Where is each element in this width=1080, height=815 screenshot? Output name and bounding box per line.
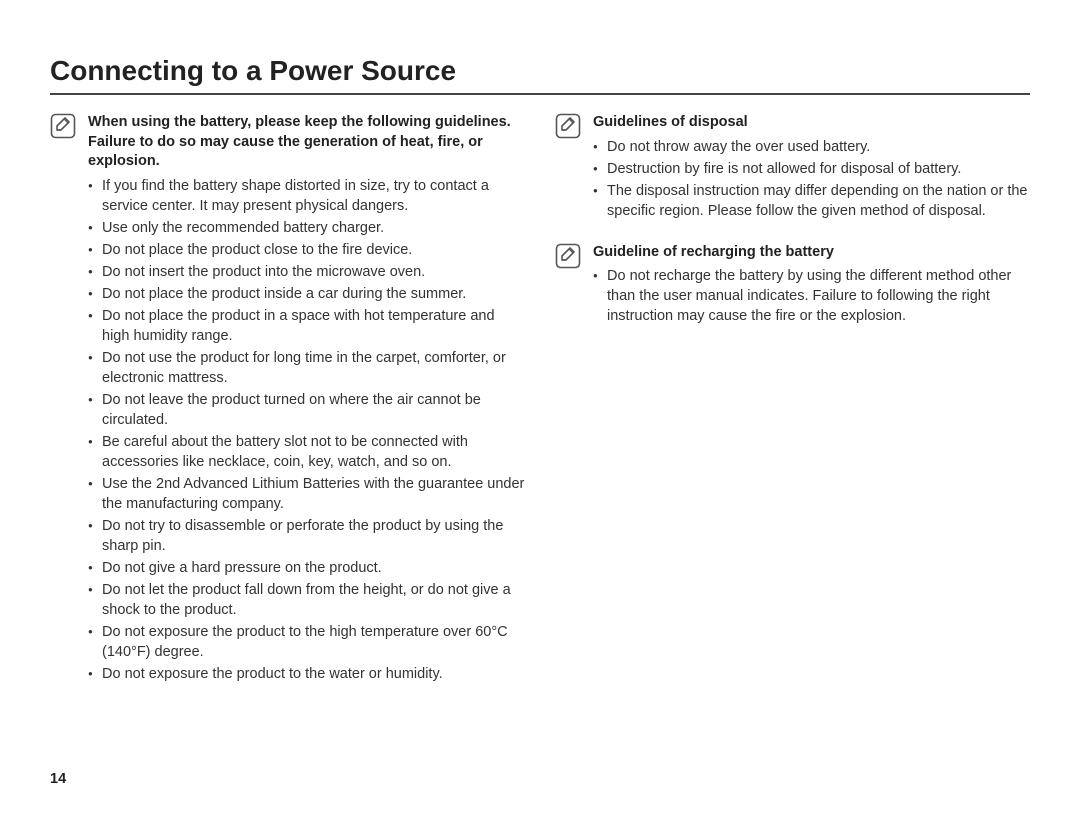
bullet-list: Do not throw away the over used battery.… xyxy=(593,137,1030,221)
list-item: Do not exposure the product to the high … xyxy=(88,622,525,662)
page-title: Connecting to a Power Source xyxy=(50,55,1030,95)
section-header: Guidelines of disposal xyxy=(593,113,1030,133)
list-item: Do not place the product in a space with… xyxy=(88,306,525,346)
section-header: Guideline of recharging the battery xyxy=(593,243,1030,263)
list-item: Do not place the product inside a car du… xyxy=(88,284,525,304)
list-item: Do not exposure the product to the water… xyxy=(88,664,525,684)
list-item: Do not try to disassemble or perforate t… xyxy=(88,516,525,556)
list-item: Do not leave the product turned on where… xyxy=(88,390,525,430)
page-number: 14 xyxy=(50,771,66,787)
list-item: If you find the battery shape distorted … xyxy=(88,176,525,216)
manual-page: Connecting to a Power Source When using … xyxy=(0,0,1080,815)
bullet-list: Do not recharge the battery by using the… xyxy=(593,266,1030,326)
list-item: Use the 2nd Advanced Lithium Batteries w… xyxy=(88,474,525,514)
list-item: Do not use the product for long time in … xyxy=(88,348,525,388)
left-column: When using the battery, please keep the … xyxy=(50,113,525,706)
list-item: Do not let the product fall down from th… xyxy=(88,580,525,620)
list-item: The disposal instruction may differ depe… xyxy=(593,181,1030,221)
battery-guidelines-section: When using the battery, please keep the … xyxy=(50,113,525,684)
right-column: Guidelines of disposal Do not throw away… xyxy=(555,113,1030,706)
list-item: Be careful about the battery slot not to… xyxy=(88,432,525,472)
disposal-guidelines-section: Guidelines of disposal Do not throw away… xyxy=(555,113,1030,221)
section-header: When using the battery, please keep the … xyxy=(88,113,525,172)
list-item: Do not recharge the battery by using the… xyxy=(593,266,1030,326)
list-item: Destruction by fire is not allowed for d… xyxy=(593,159,1030,179)
list-item: Use only the recommended battery charger… xyxy=(88,218,525,238)
note-pencil-icon xyxy=(555,243,581,269)
list-item: Do not throw away the over used battery. xyxy=(593,137,1030,157)
list-item: Do not place the product close to the fi… xyxy=(88,240,525,260)
list-item: Do not insert the product into the micro… xyxy=(88,262,525,282)
list-item: Do not give a hard pressure on the produ… xyxy=(88,558,525,578)
note-pencil-icon xyxy=(50,113,76,139)
two-column-layout: When using the battery, please keep the … xyxy=(50,113,1030,706)
bullet-list: If you find the battery shape distorted … xyxy=(88,176,525,684)
note-pencil-icon xyxy=(555,113,581,139)
recharging-guidelines-section: Guideline of recharging the battery Do n… xyxy=(555,243,1030,327)
